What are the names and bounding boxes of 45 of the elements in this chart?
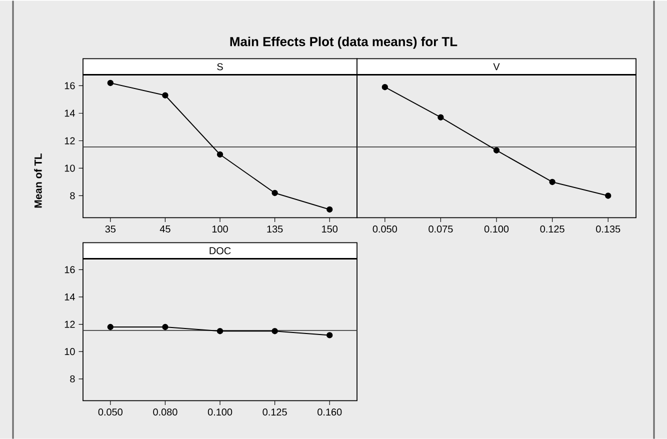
y-tick-label: 8 (70, 192, 75, 200)
x-tick-label: 0.080 (153, 408, 178, 416)
x-axis-title: V (493, 63, 500, 70)
x-tick-label: 0.125 (540, 225, 564, 232)
x-tick-label: 0.135 (596, 225, 620, 232)
point (162, 92, 168, 98)
y-tick-label: 10 (64, 348, 75, 355)
x-axis-title: S (217, 62, 223, 70)
y-tick-label: 8 (70, 375, 75, 382)
x-tick-label: 150 (322, 225, 338, 232)
x-tick-label: 0.050 (98, 408, 122, 416)
x-tick-label: 0.100 (208, 408, 232, 416)
chart-title: Main Effects Plot (data means) for TL (230, 36, 458, 49)
y-tick-label: 14 (64, 110, 75, 116)
point (493, 147, 500, 154)
x-tick-label: 100 (212, 225, 228, 232)
point (326, 332, 333, 338)
x-tick-label: 0.100 (484, 225, 509, 232)
x-tick-label: 45 (160, 225, 170, 232)
point (162, 324, 168, 330)
x-tick-label: 0.075 (428, 225, 453, 232)
x-tick-label: 35 (105, 225, 116, 232)
x-tick-label: 0.125 (262, 408, 287, 416)
point (382, 84, 388, 90)
y-axis-title: Mean of TL (34, 153, 42, 208)
point (605, 192, 612, 199)
y-tick-label: 16 (64, 266, 75, 273)
point (216, 151, 224, 158)
y-tick-label: 12 (64, 137, 75, 144)
point (272, 328, 278, 334)
y-tick-label: 10 (64, 164, 75, 172)
point (549, 178, 556, 185)
x-tick-label: 0.050 (372, 225, 397, 232)
point (107, 324, 114, 330)
y-tick-label: 16 (64, 82, 75, 90)
point (216, 328, 224, 334)
y-tick-label: 14 (64, 293, 75, 300)
x-tick-label: 0.160 (318, 408, 342, 416)
y-tick-label: 12 (64, 320, 75, 328)
point (326, 206, 333, 212)
point (438, 114, 444, 120)
point (272, 190, 278, 196)
x-tick-label: 135 (267, 225, 283, 232)
x-axis-title: DOC (210, 246, 231, 254)
point (107, 80, 114, 86)
